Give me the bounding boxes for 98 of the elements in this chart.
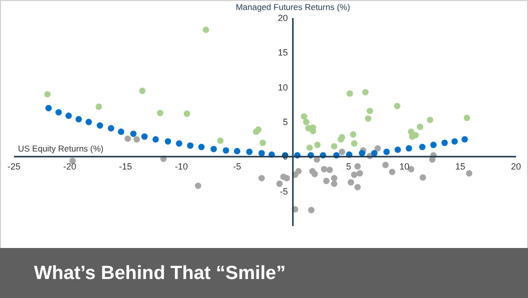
point xyxy=(419,144,426,150)
point xyxy=(86,118,92,126)
x-tick-label: -15 xyxy=(119,162,132,172)
point xyxy=(156,110,164,116)
point xyxy=(176,140,182,147)
x-tick-label: -5 xyxy=(233,162,242,172)
point xyxy=(255,126,262,133)
text: What’s Behind That “Smile” xyxy=(34,263,286,284)
point xyxy=(441,140,448,146)
point xyxy=(300,113,308,120)
point xyxy=(198,144,205,150)
point xyxy=(382,162,389,168)
point xyxy=(164,138,172,145)
point xyxy=(358,150,366,156)
point xyxy=(108,125,114,132)
point xyxy=(44,91,51,98)
point xyxy=(234,148,240,154)
point xyxy=(451,138,458,145)
x-tick-label: 10 xyxy=(399,162,410,172)
point xyxy=(202,26,210,33)
point xyxy=(394,146,401,153)
point xyxy=(303,118,310,126)
point xyxy=(314,142,321,148)
x-tick-label: 15 xyxy=(455,162,466,172)
point xyxy=(464,114,470,122)
point xyxy=(351,140,358,147)
x-tick-label: 5 xyxy=(346,162,352,172)
y-tick-label: 15 xyxy=(278,48,288,58)
x-tick-label: -25 xyxy=(7,162,21,172)
y-tick-label: 0 xyxy=(282,152,288,162)
point xyxy=(354,184,361,190)
point xyxy=(311,170,318,178)
point xyxy=(461,136,468,143)
point xyxy=(364,115,372,122)
x-tick-label: 20 xyxy=(510,162,522,172)
point xyxy=(124,135,131,142)
x-tick-label: -20 xyxy=(63,162,76,172)
x-axis-title: US Equity Returns (%) xyxy=(18,144,104,154)
point xyxy=(320,166,328,172)
point xyxy=(330,180,338,187)
point xyxy=(330,143,338,150)
point xyxy=(426,116,434,124)
point xyxy=(222,147,230,154)
point xyxy=(326,166,333,174)
y-tick-label: 5 xyxy=(282,117,288,127)
point xyxy=(371,150,378,156)
y-tick-label: 20 xyxy=(278,13,288,23)
point xyxy=(45,104,52,112)
point xyxy=(308,206,314,214)
y-tick-label: 10 xyxy=(278,82,288,92)
point xyxy=(258,150,265,156)
point xyxy=(260,140,266,146)
point xyxy=(184,110,190,117)
point xyxy=(338,134,346,140)
point xyxy=(366,108,374,114)
y-tick-label: -5 xyxy=(280,186,288,196)
x-tick-label: -10 xyxy=(174,162,188,172)
point xyxy=(374,145,381,152)
point xyxy=(194,182,202,189)
point xyxy=(323,178,330,184)
point xyxy=(306,144,313,151)
point xyxy=(338,148,346,156)
point xyxy=(130,130,137,137)
point xyxy=(139,88,146,94)
point xyxy=(217,138,224,144)
point xyxy=(76,116,82,122)
point xyxy=(210,146,217,152)
point xyxy=(152,136,159,143)
point xyxy=(258,174,265,182)
point xyxy=(330,174,338,182)
point xyxy=(96,104,102,110)
point xyxy=(351,172,358,178)
point xyxy=(246,148,253,156)
point xyxy=(134,136,140,143)
y-axis-title: Managed Futures Returns (%) xyxy=(236,2,350,12)
point xyxy=(420,174,426,181)
point xyxy=(383,148,390,156)
point xyxy=(276,180,283,187)
point xyxy=(350,131,356,138)
point xyxy=(430,142,437,148)
point xyxy=(96,122,104,129)
point xyxy=(65,112,72,119)
point xyxy=(348,179,354,186)
point xyxy=(55,109,62,116)
point xyxy=(284,174,290,182)
point xyxy=(118,128,124,135)
point xyxy=(406,145,412,152)
point xyxy=(295,168,302,174)
point xyxy=(394,102,400,110)
point xyxy=(141,133,148,140)
point xyxy=(362,88,369,96)
point xyxy=(466,170,472,176)
point xyxy=(346,90,353,97)
point xyxy=(416,124,424,130)
point xyxy=(356,170,364,176)
point xyxy=(187,142,194,149)
point xyxy=(388,168,396,176)
point xyxy=(354,163,361,170)
